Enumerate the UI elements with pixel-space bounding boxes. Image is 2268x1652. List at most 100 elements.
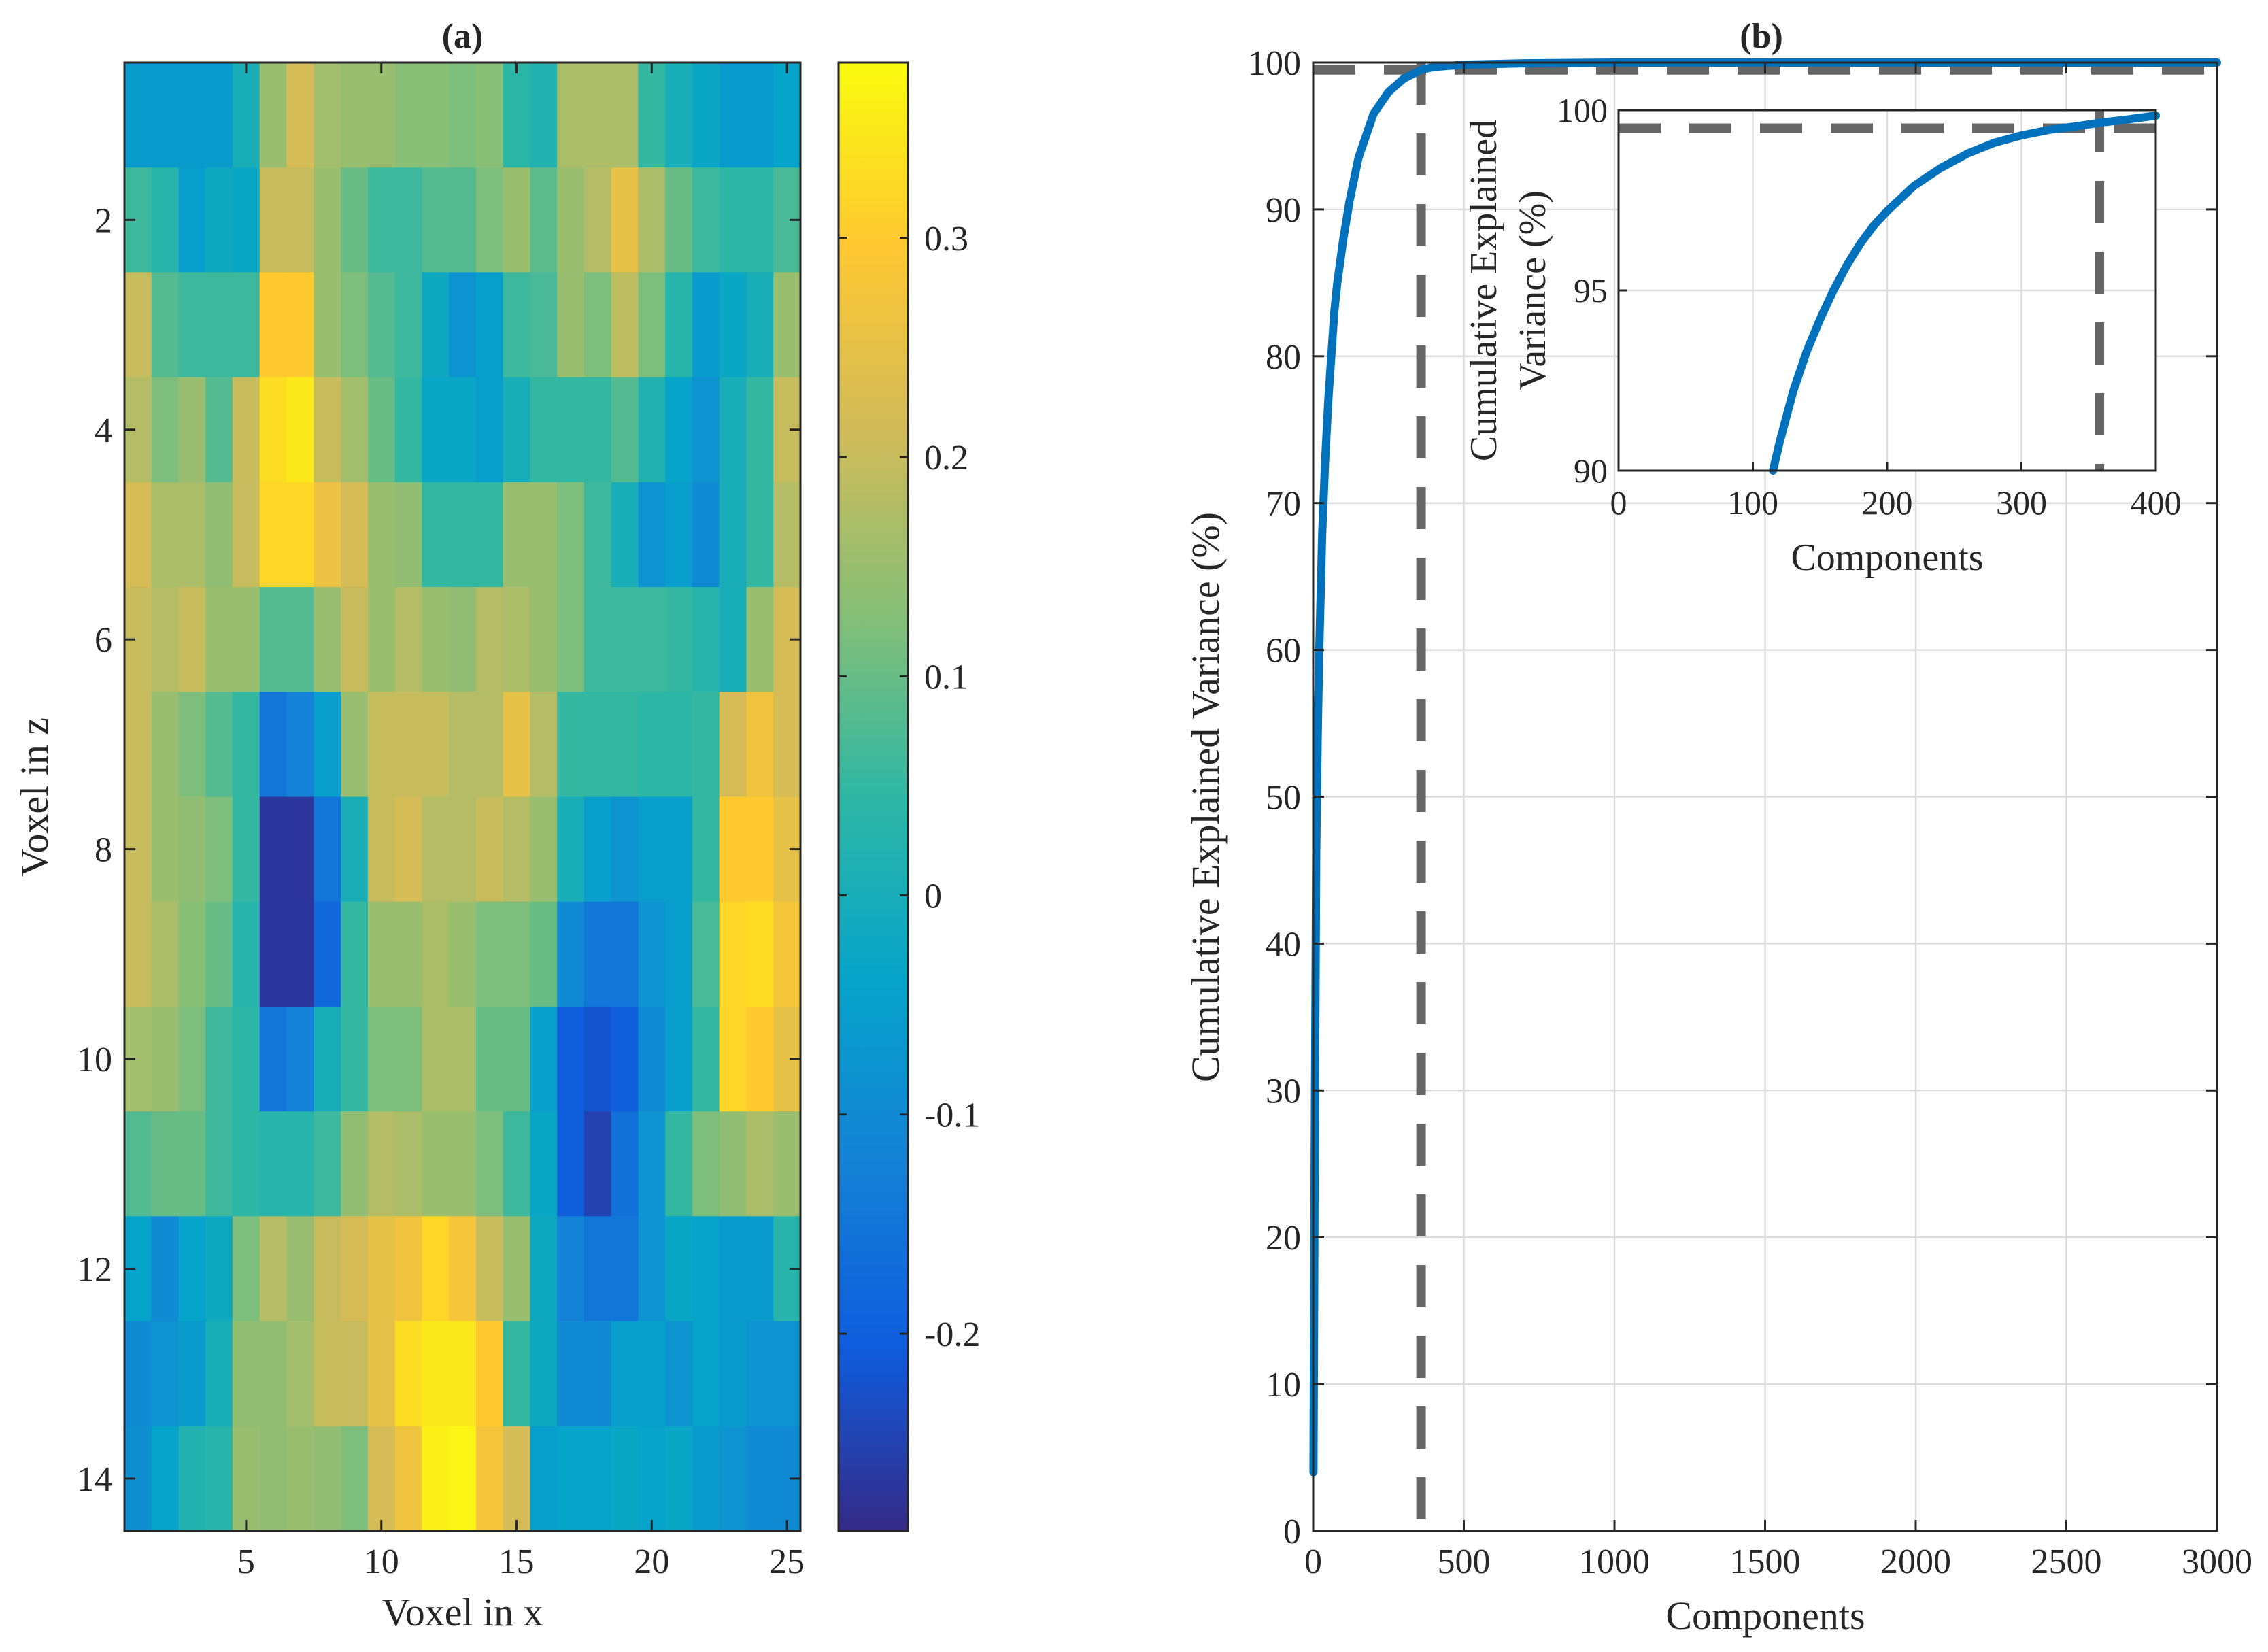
variance-xtick-label: 500 xyxy=(1438,1543,1491,1581)
heatmap-cell xyxy=(583,692,612,798)
heatmap-cell xyxy=(286,1321,314,1427)
heatmap-cell xyxy=(665,1426,693,1532)
heatmap-cell xyxy=(394,167,422,273)
heatmap-cell xyxy=(394,692,422,798)
heatmap-cell xyxy=(205,587,233,692)
colorbar-tick-label: 0.2 xyxy=(924,439,968,477)
heatmap-cell xyxy=(746,1216,774,1322)
heatmap-cell xyxy=(205,901,233,1007)
heatmap-cell xyxy=(638,1321,666,1427)
heatmap-cell xyxy=(178,377,206,483)
heatmap-cell xyxy=(611,1111,639,1217)
heatmap-cell xyxy=(530,1321,558,1427)
heatmap-cell xyxy=(341,1216,369,1322)
heatmap-cell xyxy=(611,587,639,692)
heatmap-cell xyxy=(692,901,720,1007)
variance-ytick-label: 40 xyxy=(1266,925,1301,964)
heatmap-cell xyxy=(503,63,530,168)
heatmap-cell xyxy=(557,377,585,483)
heatmap-cell xyxy=(638,1216,666,1322)
heatmap-cell xyxy=(692,692,720,798)
heatmap-cell xyxy=(124,272,152,378)
variance-ytick-label: 30 xyxy=(1266,1072,1301,1111)
heatmap-cell xyxy=(746,482,774,588)
heatmap-cell xyxy=(205,167,233,273)
heatmap-cell xyxy=(719,1426,747,1532)
heatmap-cell xyxy=(286,1426,314,1532)
inset-xlabel: Components xyxy=(1791,537,1983,579)
variance-xtick-label: 3000 xyxy=(2182,1543,2252,1581)
heatmap-cell xyxy=(341,377,369,483)
heatmap-cell xyxy=(422,167,450,273)
heatmap-cell xyxy=(746,63,774,168)
heatmap-cell xyxy=(205,1426,233,1532)
heatmap-cell xyxy=(665,272,693,378)
heatmap-cell xyxy=(314,587,341,692)
heatmap-cell xyxy=(286,796,314,903)
heatmap-cell xyxy=(611,167,639,273)
heatmap-cell xyxy=(233,692,260,798)
heatmap-cell xyxy=(583,1216,612,1322)
heatmap-cell xyxy=(746,796,774,903)
heatmap-cell xyxy=(746,692,774,798)
heatmap-cell xyxy=(449,901,477,1007)
heatmap-cell xyxy=(259,796,288,903)
heatmap-cell xyxy=(178,1111,206,1217)
heatmap-cell xyxy=(286,63,314,168)
heatmap-cell xyxy=(178,1321,206,1427)
heatmap-cell xyxy=(422,1006,450,1112)
heatmap-cell xyxy=(394,901,422,1007)
heatmap-cell xyxy=(503,901,530,1007)
variance-ytick-label: 80 xyxy=(1266,338,1301,377)
heatmap-cell xyxy=(151,272,180,378)
heatmap-cell xyxy=(665,1321,693,1427)
heatmap-cell xyxy=(259,901,288,1007)
heatmap-cell xyxy=(151,167,180,273)
heatmap-cell xyxy=(475,901,504,1007)
heatmap-ytick-label: 6 xyxy=(95,621,112,660)
heatmap-cell xyxy=(259,482,288,588)
heatmap-axes-box xyxy=(123,61,802,1532)
heatmap-cell xyxy=(151,692,180,798)
heatmap-cell xyxy=(583,377,612,483)
heatmap-cell xyxy=(151,1111,180,1217)
heatmap-cell xyxy=(178,1216,206,1322)
heatmap-panel: (a) 5 10 15 20 25 2 4 6 8 10 12 14 Voxel in x Voxel… xyxy=(12,17,980,1634)
heatmap-xtick-label: 20 xyxy=(634,1543,669,1581)
heatmap-cell xyxy=(151,1426,180,1532)
heatmap-cell xyxy=(773,272,801,378)
heatmap-cell xyxy=(611,377,639,483)
heatmap-cell xyxy=(178,692,206,798)
heatmap-cell xyxy=(422,1321,450,1427)
heatmap-cell xyxy=(773,901,801,1007)
heatmap-cell xyxy=(530,796,558,903)
heatmap-cell xyxy=(422,63,450,168)
heatmap-cell xyxy=(583,1426,612,1532)
heatmap-cell xyxy=(557,587,585,692)
heatmap-cell xyxy=(692,1426,720,1532)
heatmap-cell xyxy=(314,1006,341,1112)
heatmap-cell xyxy=(665,1216,693,1322)
heatmap-cell xyxy=(449,1321,477,1427)
variance-ylabel: Cumulative Explained Variance (%) xyxy=(1183,512,1228,1082)
heatmap-cell xyxy=(638,1111,666,1217)
heatmap-cell xyxy=(583,901,612,1007)
heatmap-cell xyxy=(665,167,693,273)
heatmap-cell xyxy=(205,1006,233,1112)
heatmap-cell xyxy=(367,587,396,692)
heatmap-cell xyxy=(746,901,774,1007)
heatmap-cell xyxy=(665,901,693,1007)
heatmap-ytick-label: 2 xyxy=(95,201,112,240)
heatmap-cell xyxy=(233,272,260,378)
heatmap-cell xyxy=(449,1426,477,1532)
heatmap-cell xyxy=(314,272,341,378)
heatmap-cell xyxy=(314,482,341,588)
heatmap-cell xyxy=(503,377,530,483)
heatmap-cell xyxy=(367,167,396,273)
heatmap-cell xyxy=(719,587,747,692)
heatmap-cell xyxy=(367,1006,396,1112)
heatmap-cell xyxy=(665,377,693,483)
heatmap-cell xyxy=(367,901,396,1007)
heatmap-cell xyxy=(124,63,152,168)
variance-ytick-label: 10 xyxy=(1266,1366,1301,1404)
